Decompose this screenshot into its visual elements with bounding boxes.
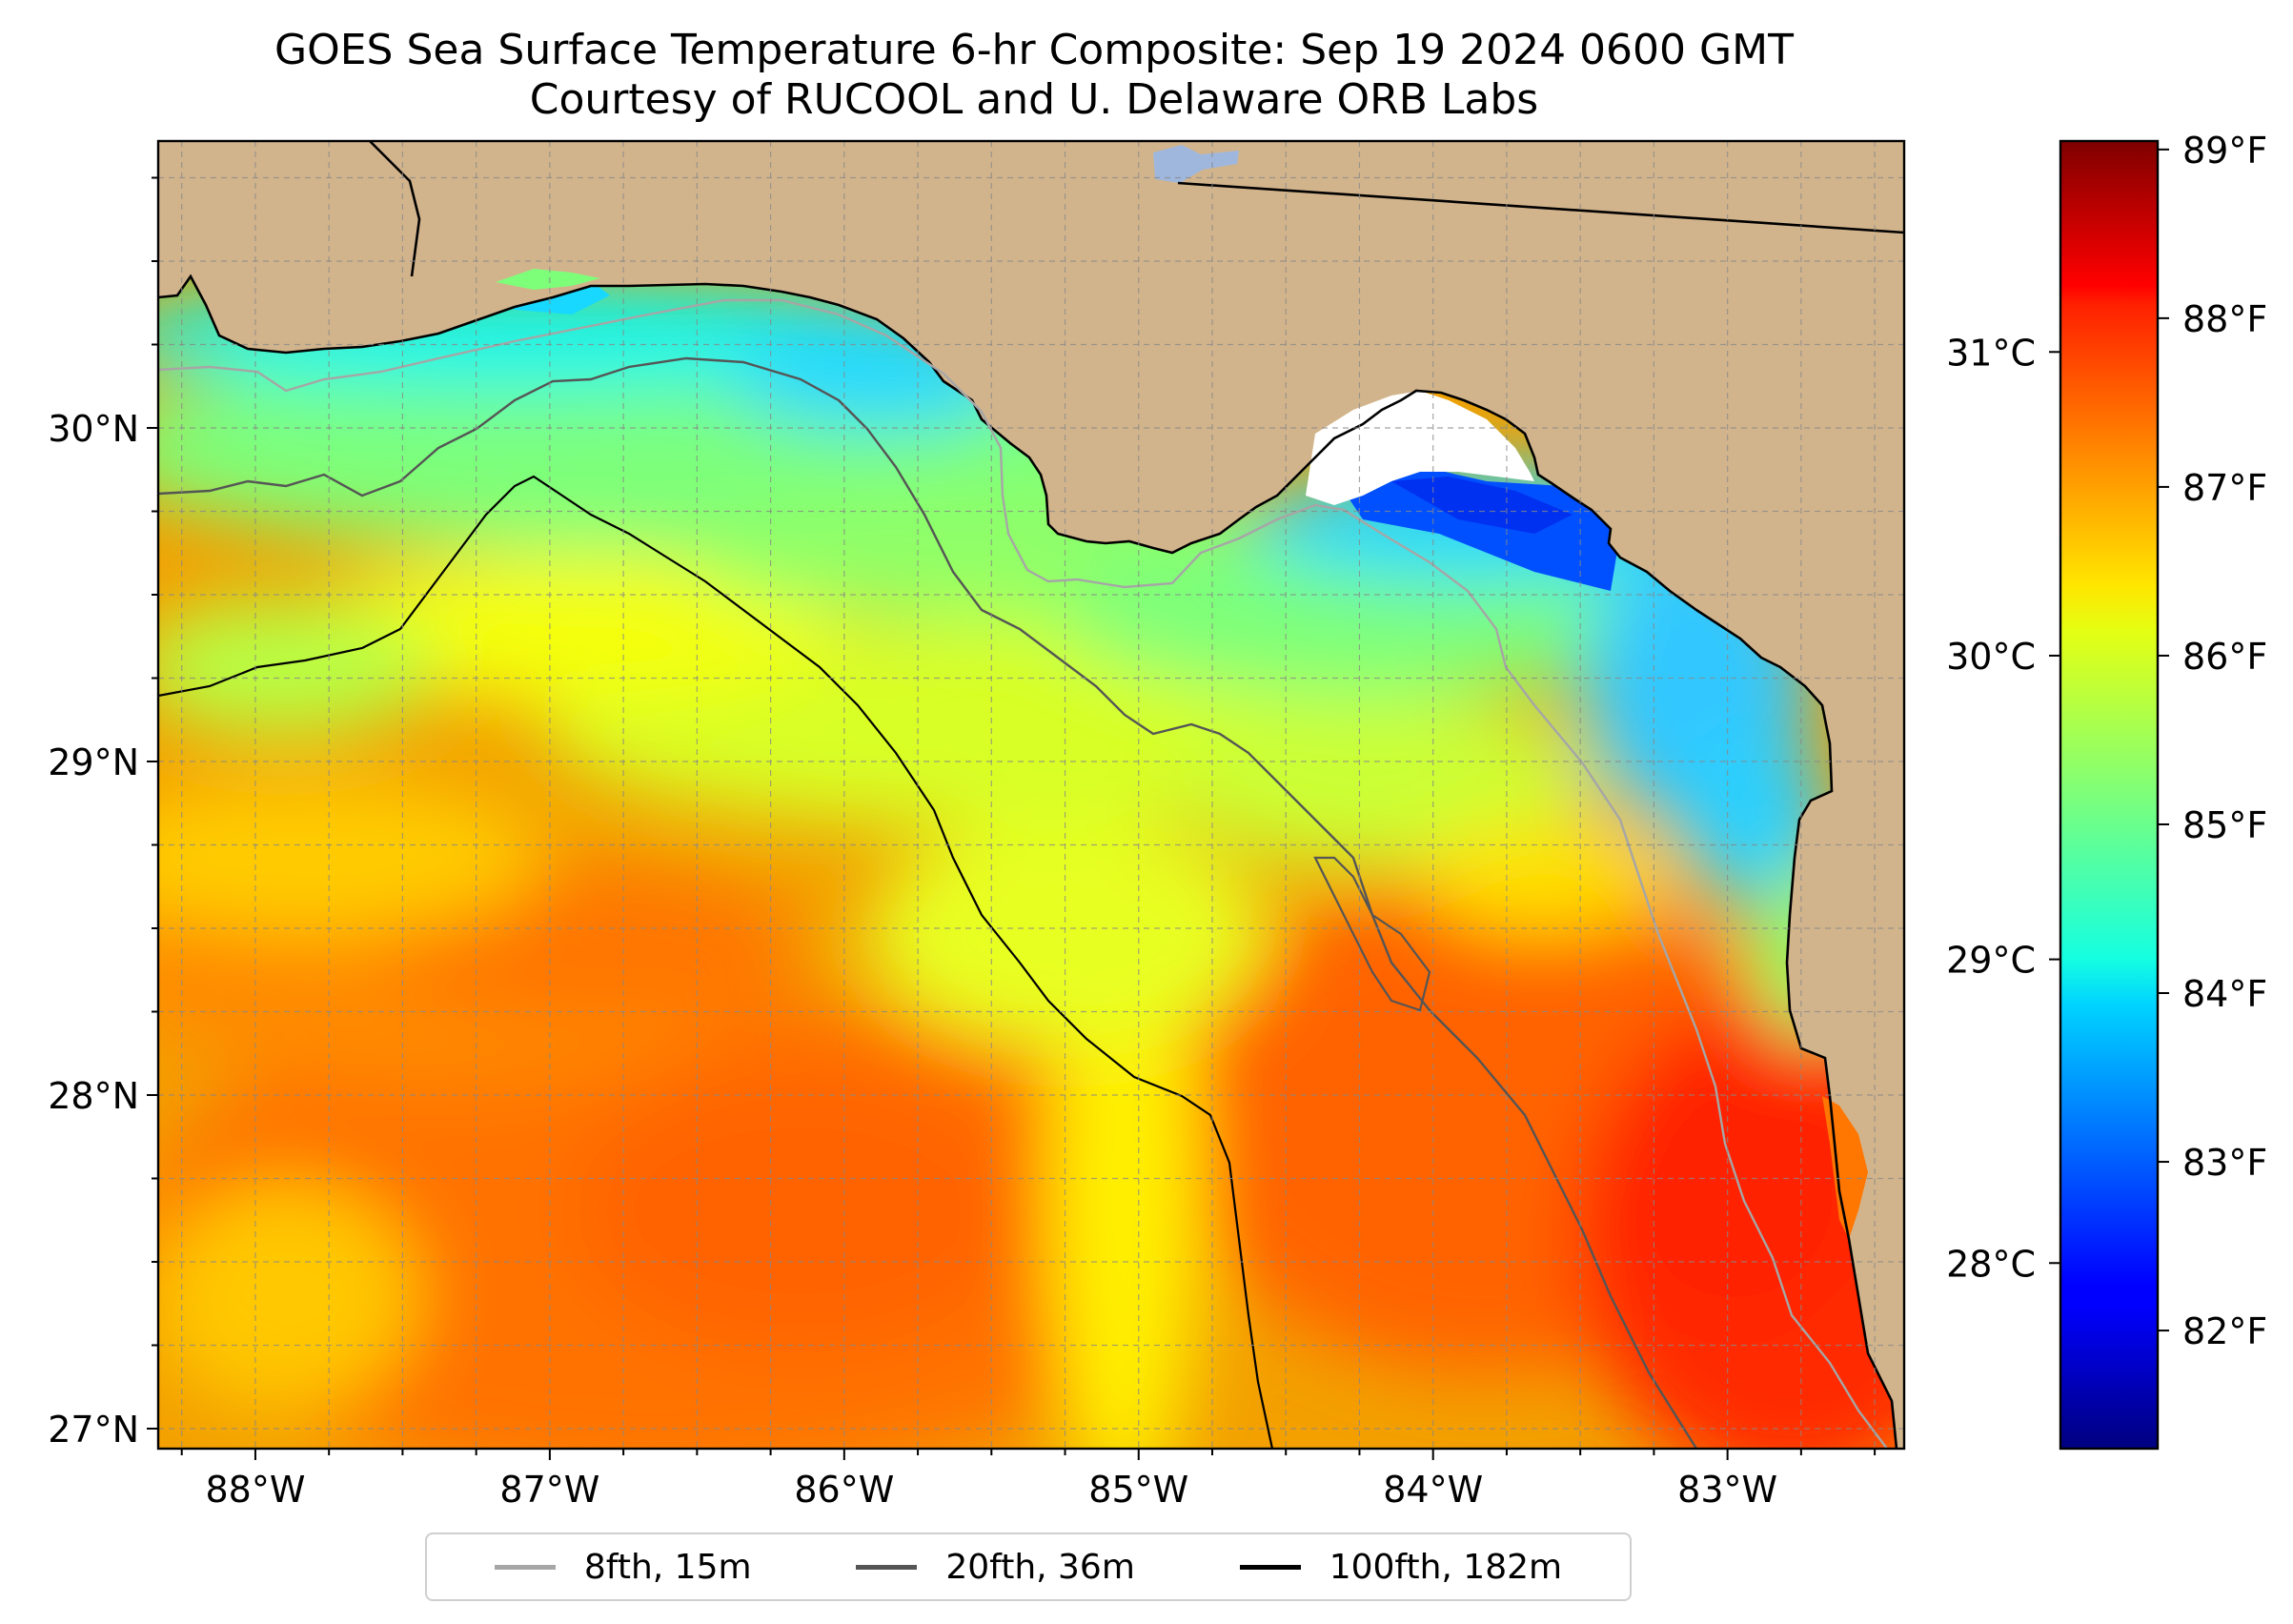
isobath-100fth-182m [158,475,1274,1449]
isobath-8fth-15m [158,298,1888,1449]
colorbar-f-tick-label: 82°F [2182,1310,2267,1352]
no-data-area [1306,391,1534,505]
colorbar-f-tick-label: 87°F [2182,467,2267,509]
land-mass [158,141,1904,1449]
lon-tick-label: 83°W [1677,1469,1777,1511]
legend-label: 20fth, 36m [945,1547,1135,1587]
figure-title: GOES Sea Surface Temperature 6-hr Compos… [274,26,1794,74]
blackwater-bay-water [496,269,600,290]
legend-swatch [1239,1564,1301,1570]
state-border-west [369,141,421,277]
legend-swatch [494,1564,556,1570]
legend-label: 100fth, 182m [1329,1547,1563,1587]
lat-tick-label: 27°N [48,1409,139,1451]
lon-tick-label: 87°W [499,1469,599,1511]
colorbar-c-tick-label: 31°C [1946,332,2036,374]
legend-swatch [856,1564,918,1570]
lon-tick-label: 86°W [794,1469,894,1511]
gridlines [158,141,1904,1449]
lat-tick-label: 29°N [48,741,139,783]
longitude-axis: 88°W 87°W 86°W 85°W 84°W 83°W [180,1449,1877,1511]
colorbar-c-tick-label: 30°C [1946,636,2036,678]
colorbar-f-tick-label: 85°F [2182,804,2267,846]
colorbar [2059,139,2160,1451]
state-border [1177,181,1904,234]
colorbar-f-tick-label: 86°F [2182,636,2267,678]
colorbar-f-tick-label: 83°F [2182,1142,2267,1184]
figure-subtitle: Courtesy of RUCOOL and U. Delaware ORB L… [529,75,1539,124]
lon-tick-label: 88°W [205,1469,305,1511]
legend-label: 8fth, 15m [583,1547,752,1587]
lon-tick-label: 85°W [1088,1469,1188,1511]
sst-field [158,276,1904,1449]
legend-item-100fth: 100fth, 182m [1239,1547,1563,1587]
coastline [158,274,1898,1449]
legend-item-20fth: 20fth, 36m [856,1548,1135,1587]
map-frame [156,139,1906,1451]
legend-item-8fth: 8fth, 15m [494,1547,752,1587]
lat-tick-label: 28°N [48,1075,139,1117]
lake-seminole [1153,145,1239,183]
colorbar-f-tick-label: 84°F [2182,973,2267,1015]
colorbar-fahrenheit-axis: 82°F 83°F 84°F 85°F 86°F 87°F 88°F 89°F [2158,130,2267,1352]
colorbar-f-tick-label: 88°F [2182,298,2267,340]
colorbar-c-tick-label: 29°C [1946,940,2036,982]
colorbar-c-tick-label: 28°C [1946,1243,2036,1285]
isobath-20fth-36m [158,356,1698,1449]
colorbar-f-tick-label: 89°F [2182,130,2267,172]
latitude-axis: 27°N 28°N 29°N 30°N [48,176,158,1451]
isobath-legend: 8fth, 15m 20fth, 36m 100fth, 182m [425,1533,1632,1601]
lon-tick-label: 84°W [1383,1469,1483,1511]
colorbar-celsius-axis: 28°C 29°C 30°C 31°C [1946,332,2060,1285]
lat-tick-label: 30°N [48,408,139,450]
isobath-20fth-keys [1313,856,1431,1012]
